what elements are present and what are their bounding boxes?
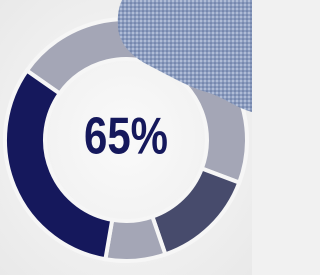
donut-segment <box>105 217 165 261</box>
donut-chart: 65% <box>0 0 252 275</box>
center-label: 65% <box>84 108 168 166</box>
